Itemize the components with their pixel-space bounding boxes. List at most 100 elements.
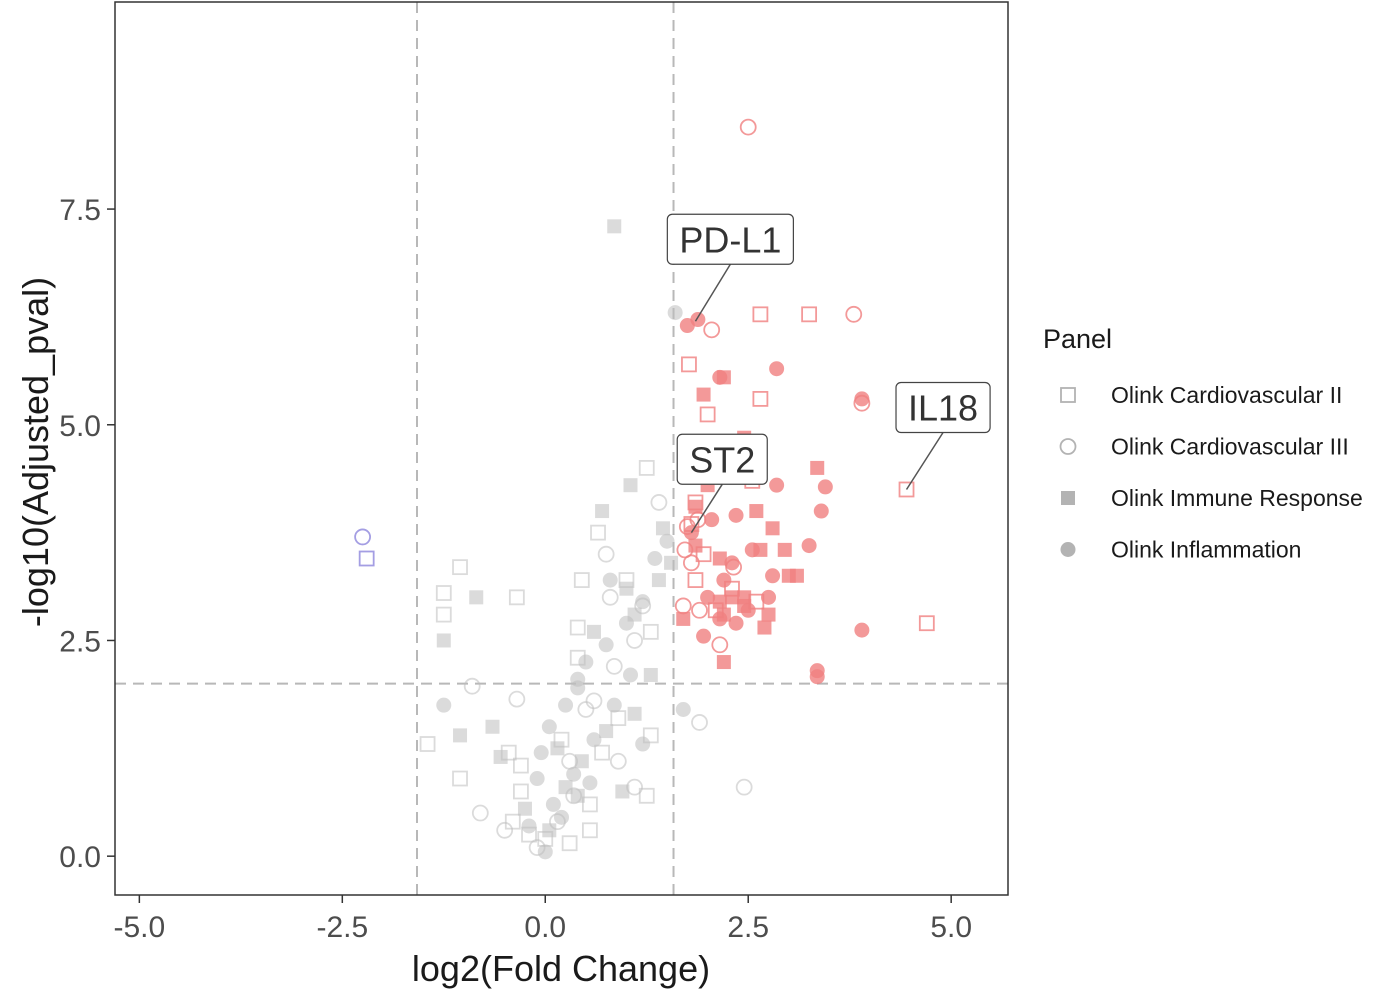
y-tick-label: 7.5	[59, 194, 101, 227]
data-point	[664, 555, 679, 570]
y-axis: 0.0 2.5 5.0 7.5	[59, 194, 115, 874]
data-point	[419, 736, 436, 752]
data-point	[586, 732, 602, 748]
legend-label: Olink Inflammation	[1111, 537, 1301, 563]
data-point	[521, 818, 537, 834]
data-point	[638, 460, 655, 476]
data-point	[582, 822, 598, 839]
data-point	[635, 594, 651, 610]
data-point	[728, 507, 744, 523]
data-point	[643, 667, 658, 682]
x-axis: -5.0 -2.5 0.0 2.5 5.0	[114, 895, 972, 944]
data-point	[769, 361, 785, 377]
data-point	[453, 728, 468, 743]
data-point	[496, 821, 514, 839]
data-point	[615, 784, 630, 799]
data-point	[517, 801, 532, 816]
data-point	[354, 528, 372, 546]
callout-label: PD-L1	[679, 219, 781, 260]
data-point	[651, 573, 666, 588]
data-point	[570, 788, 585, 803]
data-point	[471, 804, 489, 822]
legend-key-icon	[1060, 387, 1076, 403]
data-point	[635, 736, 651, 752]
data-point	[623, 478, 638, 493]
data-point	[493, 749, 508, 764]
data-point	[688, 499, 703, 514]
data-point	[561, 835, 578, 852]
callout-box	[895, 381, 991, 434]
data-point	[533, 745, 549, 761]
data-point	[752, 306, 769, 323]
data-point	[650, 494, 668, 511]
x-axis-title: log2(Fold Change)	[412, 948, 710, 989]
data-point	[681, 356, 697, 373]
data-point	[541, 719, 557, 735]
data-point	[513, 757, 529, 774]
data-point	[765, 568, 781, 584]
data-point	[739, 118, 757, 136]
data-point	[676, 611, 691, 626]
threshold-lines	[115, 2, 1008, 895]
data-point	[749, 504, 764, 519]
data-point	[801, 306, 818, 323]
data-point	[550, 741, 565, 756]
callout-leader	[690, 483, 723, 534]
legend-label: Olink Cardiovascular III	[1111, 434, 1349, 460]
data-point	[704, 512, 720, 528]
data-point	[607, 219, 622, 234]
data-point	[627, 706, 642, 721]
data-point	[716, 655, 731, 670]
data-point	[566, 766, 582, 782]
callout-labels: PD-L1 IL18 ST2	[666, 213, 991, 534]
y-tick-label: 2.5	[59, 625, 101, 658]
data-point	[554, 809, 569, 825]
data-point	[582, 796, 598, 813]
data-point	[618, 615, 634, 631]
x-tick-label: 0.0	[524, 911, 566, 944]
legend-title: Panel	[1043, 324, 1112, 354]
data-point	[744, 542, 760, 558]
data-point	[817, 479, 833, 495]
data-point	[810, 460, 825, 475]
data-point	[687, 572, 704, 588]
data-point	[716, 572, 732, 588]
data-point	[696, 628, 712, 644]
data-point	[605, 657, 623, 675]
data-point	[735, 778, 753, 796]
data-point	[737, 590, 752, 605]
data-point	[582, 775, 598, 791]
data-point	[712, 594, 727, 609]
legend-key-icon	[1060, 542, 1076, 557]
data-point	[452, 559, 468, 576]
data-point	[765, 521, 780, 536]
data-point	[597, 545, 615, 563]
y-tick-label: 5.0	[59, 410, 101, 443]
data-point	[647, 551, 663, 567]
data-point	[642, 727, 659, 744]
data-point	[728, 615, 744, 631]
plot-frame	[114, 1, 1009, 896]
data-point	[813, 503, 829, 519]
data-point	[619, 581, 634, 596]
data-point	[436, 697, 452, 713]
legend-label: Olink Cardiovascular II	[1111, 382, 1342, 408]
data-point	[918, 615, 935, 632]
data-point	[569, 619, 586, 636]
data-point	[609, 752, 627, 770]
legend: Panel Olink Cardiovascular II Olink Cardi…	[1043, 324, 1363, 563]
x-tick-label: -5.0	[114, 911, 166, 944]
data-point	[691, 714, 708, 731]
data-point	[712, 611, 728, 627]
x-tick-label: 5.0	[930, 911, 972, 944]
callout-label: ST2	[689, 439, 755, 480]
data-point	[485, 719, 500, 734]
data-point	[712, 369, 728, 385]
data-point	[724, 590, 739, 605]
data-point	[711, 636, 729, 654]
legend-key-icon	[1059, 438, 1077, 455]
data-point	[558, 697, 574, 713]
data-point	[699, 406, 716, 423]
data-point	[508, 589, 525, 606]
data-point	[898, 481, 915, 498]
